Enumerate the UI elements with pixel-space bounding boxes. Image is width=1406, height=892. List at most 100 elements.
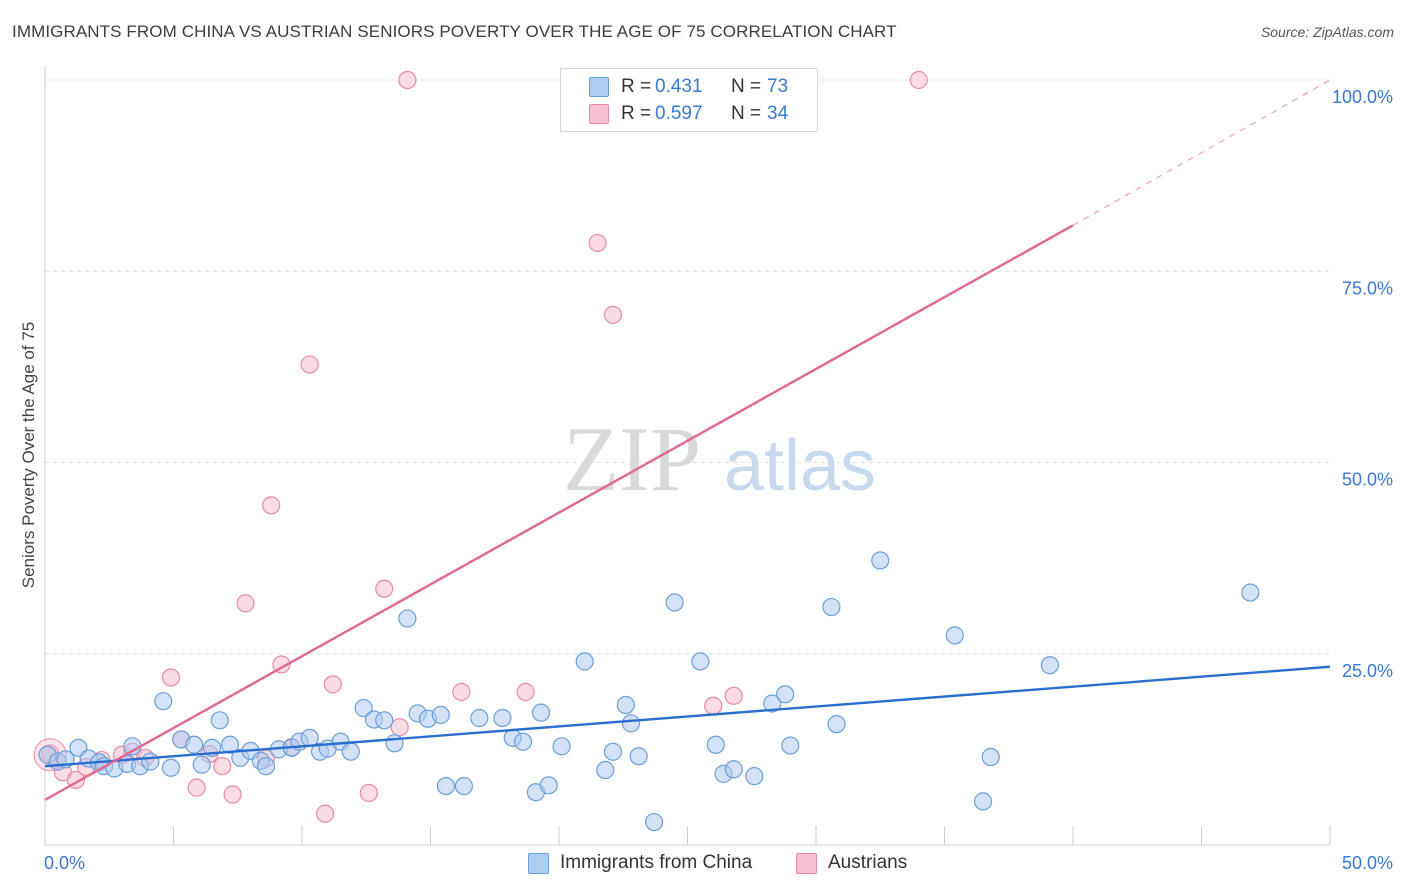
data-point-austrians [300,355,319,374]
axes [44,66,1331,846]
data-point-china [827,715,846,734]
data-point-china [822,597,841,617]
watermark: ZIP atlas [563,408,876,510]
data-point-austrians [398,70,417,90]
legend-label-china: Immigrants from China [560,852,753,873]
data-point-austrians [323,675,342,694]
legend-swatch-austrians [589,104,609,124]
data-point-austrians [262,496,281,515]
data-point-austrians [213,757,232,776]
data-point-china [256,757,276,776]
data-point-china [745,767,764,786]
data-point-austrians [187,778,206,797]
data-point-china [1040,656,1059,675]
data-point-china [724,760,743,779]
data-point-china [596,760,615,780]
tick-labels: 25.0% 50.0% 75.0% 100.0% 0.0% 50.0% [44,87,1393,873]
data-point-china [398,609,417,628]
data-point-austrians [359,783,378,803]
data-point-china [192,755,211,774]
data-point-china [665,593,684,612]
y-tick-label: 50.0% [1342,470,1393,490]
legend-r-key: R = [621,76,652,97]
data-point-china [154,692,173,711]
data-point-austrians [516,682,535,702]
data-point-china [431,705,450,725]
data-point-china [691,652,710,671]
data-point-austrians [724,686,743,705]
data-point-china [341,742,360,761]
data-point-austrians [236,594,255,613]
data-point-china [184,735,204,754]
y-axis-title: Seniors Poverty Over the Age of 75 [19,322,38,588]
legend-label-austrians: Austrians [828,852,908,873]
data-point-china [621,714,641,733]
data-point-china [945,626,964,645]
data-point-austrians [452,682,471,702]
data-point-china [436,776,456,796]
y-tick-label: 25.0% [1342,661,1393,681]
data-point-china [141,752,160,771]
data-point-austrians [704,696,723,715]
data-point-china [385,734,404,753]
data-point-china [531,703,551,722]
data-point-austrians [588,233,607,253]
data-point-china [539,776,558,795]
trendline-china [44,665,1331,768]
data-point-china [973,792,993,811]
watermark-zip: ZIP [563,408,701,510]
data-point-china [575,652,594,671]
data-point-austrians [161,668,181,687]
chart-title: IMMIGRANTS FROM CHINA VS AUSTRIAN SENIOR… [12,22,897,41]
gridlines [45,79,1330,655]
data-point-china [603,742,623,761]
data-point-china [776,685,795,704]
data-point-china [493,708,512,728]
data-point-austrians [223,785,242,804]
stats-legend: R = 0.431 N = 73 R = 0.597 N = 34 [560,68,818,132]
data-point-austrians [909,70,928,90]
data-point-austrians [272,655,291,674]
source-label: Source: ZipAtlas.com [1260,24,1394,40]
trendlines [44,79,1331,801]
data-point-china [763,694,782,713]
legend-swatch-china [589,77,609,97]
data-point-china [981,747,1000,767]
data-point-china [454,776,474,796]
legend-swatch-austrians [796,853,817,874]
y-tick-label: 100.0% [1332,87,1393,107]
data-point-china [629,747,648,766]
data-point-china [220,735,240,754]
legend-r-key: R = [621,103,652,124]
data-point-china [616,695,635,715]
legend-n-key: N = [731,76,762,97]
data-point-china [375,711,394,730]
data-point-china [210,711,229,730]
data-point-china [871,551,890,570]
trendline-austrians-extension [1072,79,1331,226]
data-point-china [1241,583,1260,602]
x-tick-label: 50.0% [1342,853,1393,873]
data-point-china [470,708,489,728]
trendline-austrians [44,224,1074,801]
watermark-atlas: atlas [724,426,876,506]
legend-r-value: 0.597 [655,103,703,124]
legend-r-value: 0.431 [655,76,703,97]
data-point-china [354,698,373,718]
data-point-austrians [316,804,335,823]
data-point-china [781,736,800,755]
data-point-china [644,812,664,832]
data-point-austrians [603,305,623,324]
data-point-austrians [390,718,409,737]
y-tick-label: 75.0% [1342,278,1393,298]
data-point-china [552,737,571,756]
legend-swatch-china [528,853,549,874]
legend-n-value: 73 [767,76,789,97]
legend-n-key: N = [731,103,762,124]
china-points [38,551,1260,832]
data-point-china [161,758,181,777]
data-point-austrians [375,579,394,598]
x-tick-label: 0.0% [44,853,85,873]
data-point-china [513,732,533,751]
